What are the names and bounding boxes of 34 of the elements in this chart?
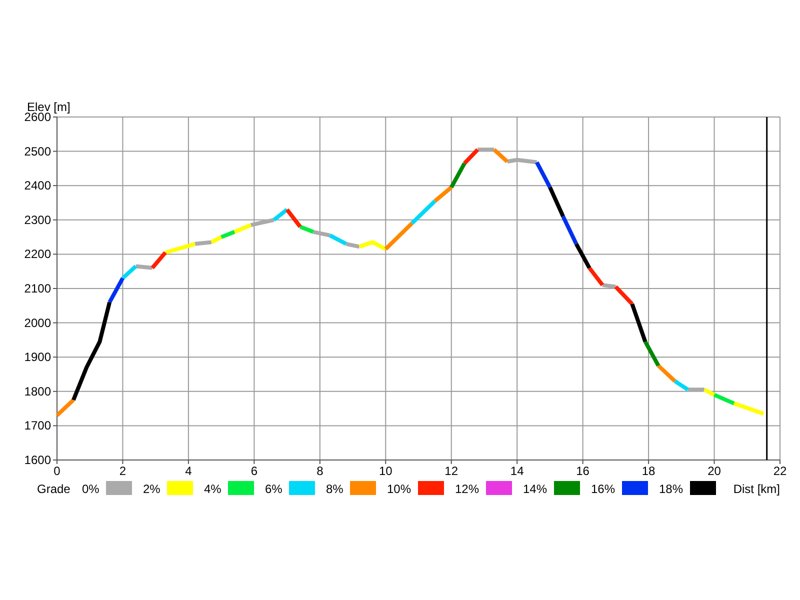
x-tick-label: 6 (250, 464, 258, 478)
legend-label: 18% (659, 482, 684, 496)
x-tick-label: 4 (185, 464, 192, 478)
legend-label: 0% (82, 482, 100, 496)
legend-label: 16% (591, 482, 616, 496)
legend-label: 4% (204, 482, 222, 496)
y-tick-label: 2300 (24, 212, 52, 227)
y-tick-label: 1800 (24, 384, 52, 398)
y-tick-label: 2400 (24, 178, 52, 193)
y-tick-label: 2200 (24, 247, 52, 262)
y-tick-label: 2500 (24, 144, 52, 158)
x-axis-title: Dist [km] (733, 482, 780, 496)
legend-label: 10% (387, 482, 412, 496)
x-tick-label: 10 (378, 464, 393, 478)
x-tick-label: 12 (444, 464, 458, 478)
y-tick-label: 1700 (24, 418, 52, 433)
x-tick-label: 18 (642, 464, 656, 478)
x-tick-label: 20 (708, 464, 722, 478)
legend-label: 6% (265, 482, 283, 496)
x-tick-label: 2 (119, 464, 126, 478)
x-tick-label: 0 (54, 464, 61, 478)
y-tick-label: 1600 (24, 453, 52, 467)
legend-label: 12% (455, 482, 480, 496)
y-tick-label: 2000 (24, 316, 52, 330)
y-tick-label: 2100 (24, 282, 52, 296)
legend-label: 14% (523, 482, 548, 496)
x-tick-label: 8 (316, 464, 324, 478)
x-tick-label: 16 (576, 464, 590, 478)
x-tick-label: 22 (773, 464, 787, 478)
legend-label: 2% (143, 482, 161, 496)
legend-label: 8% (326, 482, 344, 496)
y-tick-label: 1900 (24, 350, 52, 364)
legend-title: Grade (37, 482, 71, 496)
x-tick-label: 14 (510, 464, 524, 478)
